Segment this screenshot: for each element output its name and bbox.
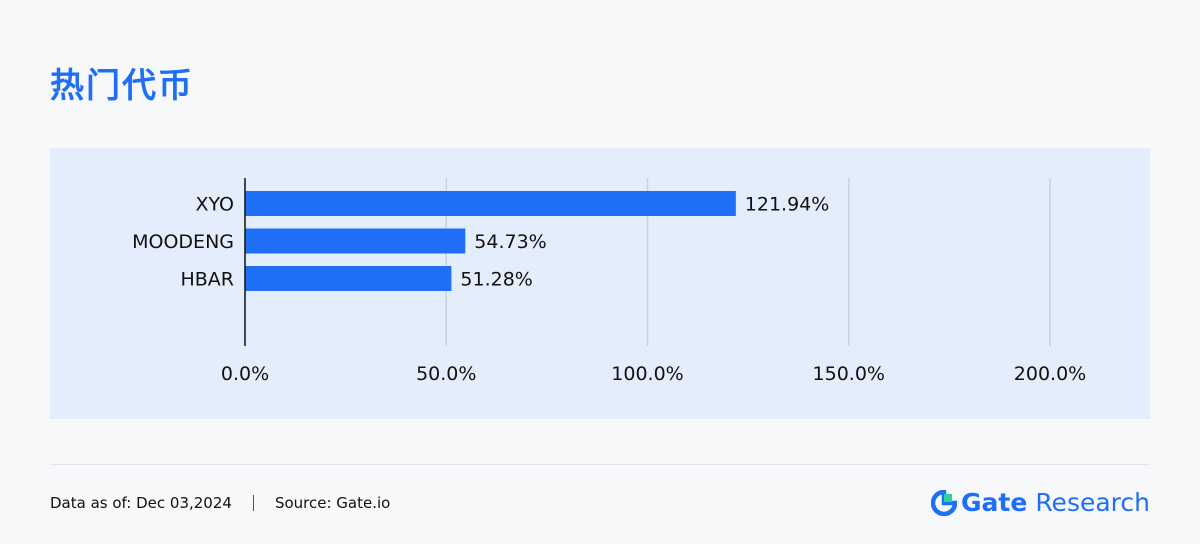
x-tick-label: 50.0% [416,363,476,385]
value-label: 121.94% [745,194,830,216]
bar [245,191,736,216]
gate-logo-icon [931,489,958,516]
category-label: XYO [195,194,234,216]
footer-meta: Data as of: Dec 03,2024 Source: Gate.io [50,494,390,512]
category-label: HBAR [180,269,234,291]
x-tick-label: 150.0% [813,363,885,385]
x-tick-label: 200.0% [1014,363,1086,385]
brand-name: Gate [961,488,1028,517]
x-tick-label: 0.0% [221,363,269,385]
value-label: 51.28% [460,269,532,291]
brand-logo: Gate Research [931,488,1150,517]
footer-separator [252,495,254,511]
footer-divider [50,464,1150,465]
category-label: MOODENG [132,231,234,253]
x-tick-label: 100.0% [611,363,683,385]
bar [245,228,466,254]
value-label: 54.73% [474,231,546,253]
source-label: Source: Gate.io [274,494,391,512]
chart-panel: 0.0% 50.0% 100.0% 150.0% 200.0% XYO 121.94% MOO… [50,148,1150,419]
data-date-label: Data as of: Dec 03,2024 [50,494,232,512]
bar [245,266,452,291]
page-title: 热门代币 [50,66,194,106]
brand-suffix: Research [1035,488,1150,517]
bar-chart: 0.0% 50.0% 100.0% 150.0% 200.0% XYO 121.94% MOO… [132,178,1086,385]
